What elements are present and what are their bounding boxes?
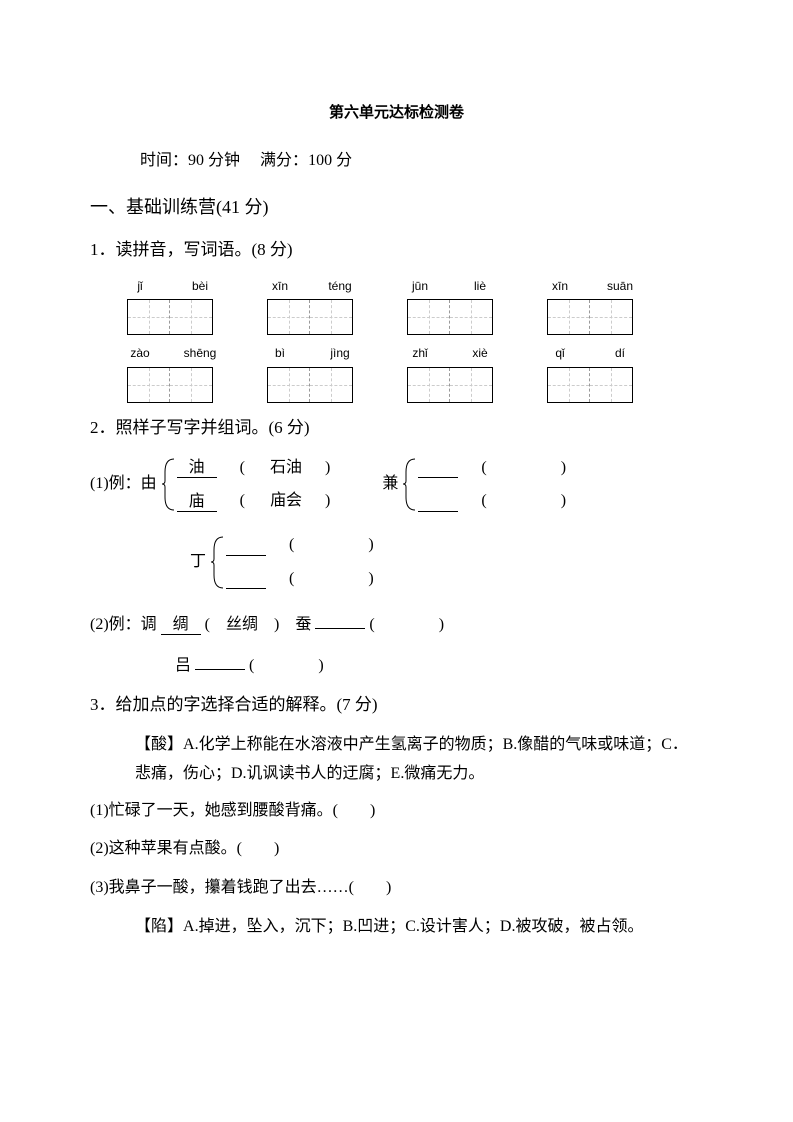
page-title: 第六单元达标检测卷 [90,100,703,127]
pinyin-text: xīn [260,276,300,298]
pinyin-box: zào shēng [120,343,220,403]
char-cell[interactable] [548,300,590,334]
paren: ) [307,487,332,516]
q2-sub2-prefix: (2)例：调 [90,616,157,633]
paren: ( ) [271,531,376,560]
pinyin-text: jūn [400,276,440,298]
q3-sub3: (3)我鼻子一酸，攥着钱跑了出去……( ) [90,874,703,903]
q2-sub2-line2: 吕 ( ) [175,650,703,681]
def-label: 【酸】 [135,736,183,753]
def-label: 【陷】 [135,918,183,935]
time-value: 90 分钟 [188,152,240,169]
answer-slot[interactable] [195,650,245,670]
paren: ( ) [463,487,568,516]
bracket-icon [162,457,177,512]
question-3-label: 3．给加点的字选择合适的解释。(7 分) [90,690,703,721]
char-cell[interactable] [548,368,590,402]
answer-slot[interactable] [418,458,458,478]
char-cell[interactable] [408,300,450,334]
q2-sub1-prefix: (1)例：由 [90,470,157,499]
bracket-icon [403,457,418,512]
paren: ( ) [463,454,568,483]
q2-third-char: 丁 [190,548,206,577]
pinyin-text: zhǐ [400,343,440,365]
question-1-label: 1．读拼音，写词语。(8 分) [90,235,703,266]
def-text: A.化学上称能在水溶液中产生氢离子的物质；B.像醋的气味或味道；C．悲痛，伤心；… [135,736,688,782]
pinyin-text: jìng [320,343,360,365]
bracket-group: 油 ( 石油 ) 庙 ( 庙会 ) [162,454,333,517]
q3-sub1: (1)忙碌了一天，她感到腰酸背痛。( ) [90,797,703,826]
q2-second-char: 兼 [382,470,398,499]
answer-slot[interactable] [226,536,266,556]
pinyin-box: qǐdí [540,343,640,403]
bracket-group: ( ) ( ) [211,531,376,594]
answer-slot[interactable]: 绸 [161,615,201,635]
paren: ( [222,454,265,483]
pinyin-text: xiè [460,343,500,365]
answer-slot[interactable] [226,569,266,589]
pinyin-text: jǐ [120,276,160,298]
pinyin-text: shēng [180,343,220,365]
q2-sub1-row2: 丁 ( ) ( ) [190,531,703,594]
pinyin-box: jūnliè [400,276,500,336]
pinyin-text: suān [600,276,640,298]
bracket-group: ( ) ( ) [403,454,568,517]
pinyin-text: dí [600,343,640,365]
exam-info: 时间：90 分钟 满分：100 分 [90,147,703,176]
char-cell[interactable] [268,300,310,334]
char-cell[interactable] [128,368,170,402]
pinyin-text: téng [320,276,360,298]
q3-def2: 【陷】A.掉进，坠入，沉下；B.凹进；C.设计害人；D.被攻破，被占领。 [135,913,703,942]
pinyin-box: bìjìng [260,343,360,403]
char-cell[interactable] [268,368,310,402]
q3-def1: 【酸】A.化学上称能在水溶液中产生氢离子的物质；B.像醋的气味或味道；C．悲痛，… [135,731,703,789]
char-cell[interactable] [170,300,212,334]
char-cell[interactable] [450,368,492,402]
bracket-icon [211,535,226,590]
q3-sub2: (2)这种苹果有点酸。( ) [90,835,703,864]
paren: ) [307,454,332,483]
char-cell[interactable] [590,368,632,402]
char-cell[interactable] [128,300,170,334]
answer-slot[interactable]: 油 [177,458,217,478]
q2-sub2-second: 蚕 [295,616,311,633]
char-cell[interactable] [408,368,450,402]
pinyin-box: zhǐxiè [400,343,500,403]
char-cell[interactable] [310,300,352,334]
pinyin-text: liè [460,276,500,298]
pinyin-text: qǐ [540,343,580,365]
q2-sub2-third: 吕 [175,657,191,674]
answer-slot[interactable] [418,492,458,512]
score-label: 满分： [260,152,308,169]
pinyin-text: bì [260,343,300,365]
pinyin-row-1: jǐbèi xīnténg jūnliè xīnsuān [120,276,703,336]
score-value: 100 分 [308,152,352,169]
answer-slot[interactable]: 庙 [177,492,217,512]
q2-sub1-row1: (1)例：由 油 ( 石油 ) 庙 ( 庙会 ) 兼 ( ) ( ) [90,454,703,517]
time-label: 时间： [140,152,188,169]
answer-slot[interactable] [315,609,365,629]
pinyin-text: xīn [540,276,580,298]
char-cell[interactable] [170,368,212,402]
example-word: 丝绸 [226,616,258,633]
pinyin-box: xīnténg [260,276,360,336]
pinyin-row-2: zào shēng bìjìng zhǐxiè qǐdí [120,343,703,403]
q2-sub2-line1: (2)例：调 绸 ( 丝绸 ) 蚕 ( ) [90,609,703,640]
paren: ( ) [271,565,376,594]
pinyin-box: xīnsuān [540,276,640,336]
pinyin-text: zào [120,343,160,365]
example-word: 石油 [270,454,302,483]
char-cell[interactable] [310,368,352,402]
question-2-label: 2．照样子写字并组词。(6 分) [90,413,703,444]
char-cell[interactable] [590,300,632,334]
char-cell[interactable] [450,300,492,334]
pinyin-box: jǐbèi [120,276,220,336]
pinyin-text: bèi [180,276,220,298]
paren: ( [222,487,265,516]
example-word: 庙会 [270,487,302,516]
def-text: A.掉进，坠入，沉下；B.凹进；C.设计害人；D.被攻破，被占领。 [183,918,643,935]
section-1-header: 一、基础训练营(41 分) [90,191,703,223]
